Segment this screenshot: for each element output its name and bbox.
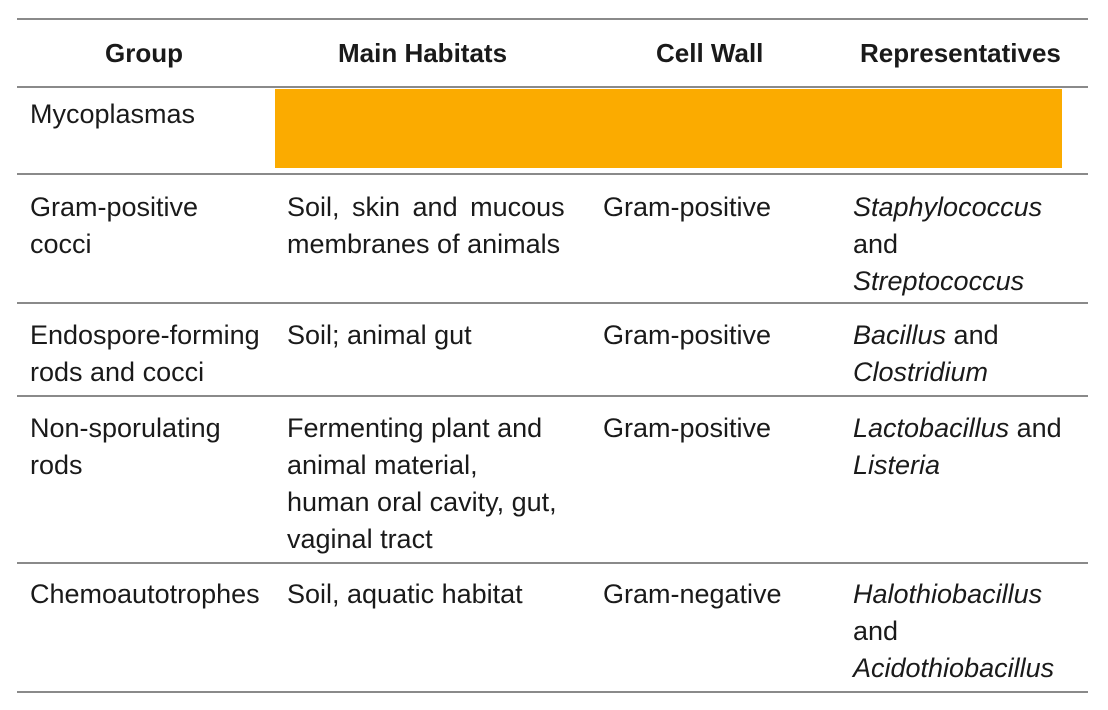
habitat-line: membranes of animals	[287, 229, 561, 259]
genus-name: Staphylococcus	[853, 192, 1043, 222]
row-chemoautotrophes-cell-wall: Gram-negative	[603, 579, 782, 609]
group-line: cocci	[30, 229, 92, 259]
habitat-line: Soil; animal gut	[287, 320, 472, 350]
rep-text: and	[946, 320, 999, 350]
group-line: Non-sporulating	[30, 413, 221, 443]
habitat-line: Fermenting plant and	[287, 413, 543, 443]
genus-name: Streptococcus	[853, 266, 1025, 296]
row-endospore-habitats: Soil; animal gut	[287, 317, 472, 354]
row-non-sporulating-representatives: Lactobacillus and Listeria	[853, 410, 1062, 484]
group-line: Gram-positive	[30, 192, 199, 222]
group-line: rods	[30, 450, 83, 480]
row-chemoautotrophes-group: Chemoautotrophes	[30, 576, 260, 613]
header-representatives: Representatives	[860, 38, 1061, 68]
genus-name: Halothiobacillus	[853, 579, 1043, 609]
top-rule	[17, 18, 1088, 20]
row-endospore-representatives: Bacillus and Clostridium	[853, 317, 999, 391]
row-gram-positive-cocci-habitats: Soil, skin and mucous membranes of anima…	[287, 189, 565, 263]
row-rule-3	[17, 395, 1088, 397]
row-gram-positive-cocci-representatives: Staphylococcus and Streptococcus	[853, 189, 1042, 300]
header-cell-wall: Cell Wall	[656, 38, 764, 68]
group-line: Chemoautotrophes	[30, 579, 260, 609]
group-line: rods and cocci	[30, 357, 205, 387]
row-rule-1	[17, 173, 1088, 175]
row-gram-positive-cocci-group: Gram-positive cocci	[30, 189, 198, 263]
habitat-line: animal material,	[287, 450, 478, 480]
row-endospore-group: Endospore-forming rods and cocci	[30, 317, 260, 391]
header-main-habitats: Main Habitats	[338, 38, 508, 68]
header-group: Group	[105, 38, 183, 68]
header-rule	[17, 86, 1088, 88]
row-gram-positive-cocci-cell-wall: Gram-positive	[603, 192, 772, 222]
habitat-line: Soil, skin and mucous	[287, 192, 565, 222]
group-line: Mycoplasmas	[30, 99, 196, 129]
row-rule-4	[17, 562, 1088, 564]
row-mycoplasmas-group: Mycoplasmas	[30, 96, 195, 133]
genus-name: Lactobacillus	[853, 413, 1010, 443]
row-chemoautotrophes-representatives: Halothiobacillus and Acidothiobacillus	[853, 576, 1054, 687]
row-non-sporulating-group: Non-sporulating rods	[30, 410, 221, 484]
rep-text: and	[1009, 413, 1062, 443]
hidden-answer-bar	[275, 89, 1062, 168]
genus-name: Bacillus	[853, 320, 947, 350]
bottom-rule	[17, 691, 1088, 693]
genus-name: Listeria	[853, 450, 941, 480]
row-rule-2	[17, 302, 1088, 304]
rep-text: and	[853, 616, 899, 646]
genus-name: Acidothiobacillus	[853, 653, 1055, 683]
row-non-sporulating-cell-wall: Gram-positive	[603, 413, 772, 443]
row-non-sporulating-habitats: Fermenting plant and animal material, hu…	[287, 410, 557, 558]
row-endospore-cell-wall: Gram-positive	[603, 320, 772, 350]
group-line: Endospore-forming	[30, 320, 260, 350]
habitat-line: vaginal tract	[287, 524, 433, 554]
habitat-line: Soil, aquatic habitat	[287, 579, 523, 609]
genus-name: Clostridium	[853, 357, 989, 387]
row-chemoautotrophes-habitats: Soil, aquatic habitat	[287, 576, 523, 613]
rep-text: and	[853, 229, 899, 259]
habitat-line: human oral cavity, gut,	[287, 487, 557, 517]
